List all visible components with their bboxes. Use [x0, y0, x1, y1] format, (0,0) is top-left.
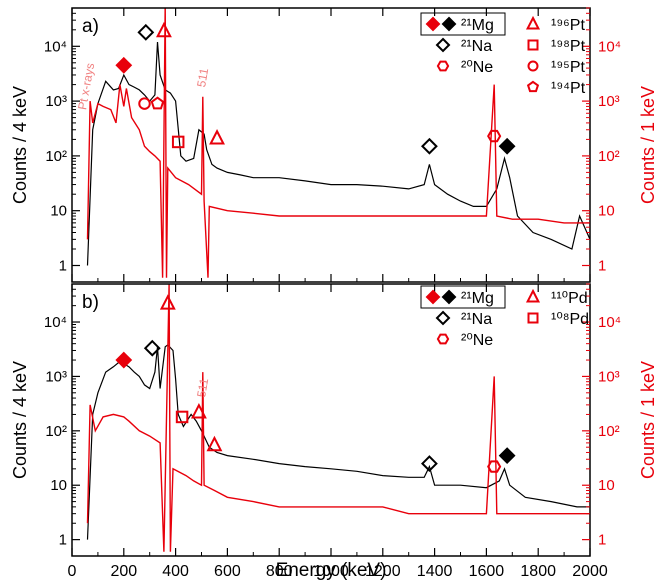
- legend-triangle-icon: [525, 288, 541, 303]
- x-tick-label: 1600: [469, 563, 505, 580]
- y-tick-label-right: 10³: [598, 368, 620, 385]
- legend-hexagon-icon: [436, 333, 450, 345]
- y-axis-label-right: Counts / 1 keV: [638, 86, 658, 204]
- series-line-red: [86, 284, 590, 552]
- plot-frame: [71, 283, 591, 557]
- triangle-marker: [159, 294, 176, 310]
- circle-marker: [138, 97, 151, 110]
- legend-label: ¹⁹⁶Pt: [551, 17, 585, 34]
- panel-b: [71, 283, 591, 557]
- y-tick-label-right: 1: [598, 258, 606, 275]
- triangle-marker: [156, 21, 172, 38]
- legend-label: ¹⁰⁸Pd: [551, 311, 589, 328]
- legend-label: ¹⁹⁸Pt: [551, 38, 586, 55]
- legend-hexagon-icon: [436, 60, 450, 72]
- legend-label: ¹⁹⁴Pt: [551, 80, 586, 97]
- y-tick-label-left: 10: [50, 477, 67, 494]
- y-tick-label-left: 10³: [45, 368, 67, 385]
- legend-pentagon-icon: [526, 80, 540, 93]
- y-tick-label-right: 10³: [598, 93, 620, 110]
- diamond-marker: [498, 447, 516, 465]
- y-tick-label-right: 10⁴: [598, 38, 621, 55]
- legend-label: ²⁰Ne: [461, 332, 493, 349]
- y-tick-label-left: 10⁴: [44, 314, 67, 331]
- y-tick-label-left: 10²: [45, 148, 67, 165]
- x-tick-label: 600: [214, 563, 241, 580]
- y-tick-label-right: 10²: [598, 423, 620, 440]
- x-tick-label: 1000: [313, 563, 349, 580]
- y-tick-label-left: 10: [50, 203, 67, 220]
- panel-label: b): [82, 292, 99, 313]
- legend-triangle-icon: [525, 15, 541, 30]
- legend-box: [420, 12, 506, 36]
- y-tick-label-left: 10³: [45, 93, 67, 110]
- x-tick-label: 0: [68, 563, 77, 580]
- x-tick-label: 1200: [365, 563, 401, 580]
- legend-diamond-red-icon: [425, 16, 441, 32]
- legend-label: ²¹Mg: [461, 17, 494, 34]
- x-tick-label: 400: [162, 563, 189, 580]
- legend-square-icon: [527, 39, 539, 51]
- hexagon-marker: [487, 129, 502, 143]
- y-tick-label-left: 1: [59, 532, 67, 549]
- annotation-label: 511: [194, 67, 211, 89]
- square-marker: [175, 410, 189, 424]
- y-tick-label-right: 1: [598, 532, 606, 549]
- diamond-marker: [498, 137, 516, 155]
- x-tick-label: 800: [266, 563, 293, 580]
- y-tick-label-left: 10⁴: [44, 38, 67, 55]
- hexagon-marker: [487, 460, 502, 473]
- diamond-marker: [421, 455, 438, 472]
- y-tick-label-right: 10⁴: [598, 314, 621, 331]
- legend-circle-icon: [527, 60, 539, 72]
- series-line-black: [86, 41, 590, 266]
- legend-label: ²¹Na: [461, 311, 492, 328]
- legend-square-icon: [527, 312, 539, 324]
- legend-diamond-icon: [435, 37, 451, 53]
- triangle-marker: [209, 129, 225, 145]
- legend-box: [420, 285, 506, 309]
- legend-diamond-black-icon: [441, 16, 457, 32]
- diamond-marker: [421, 137, 438, 155]
- y-tick-label-right: 10: [598, 203, 615, 220]
- x-tick-label: 2000: [572, 563, 608, 580]
- series-line-black: [86, 344, 590, 540]
- y-tick-label-right: 10: [598, 477, 615, 494]
- y-axis-label-left: Counts / 4 keV: [10, 361, 30, 479]
- x-axis-label: Energy (keV): [276, 560, 387, 580]
- panel-a: [71, 7, 591, 283]
- diamond-marker: [137, 23, 155, 41]
- x-tick-label: 200: [110, 563, 137, 580]
- x-tick-label: 1400: [417, 563, 453, 580]
- y-axis-label-left: Counts / 4 keV: [10, 86, 30, 204]
- legend-label: ²¹Na: [461, 38, 492, 55]
- y-tick-label-left: 1: [59, 258, 67, 275]
- legend-label: ²¹Mg: [461, 290, 494, 307]
- diamond-marker: [115, 56, 133, 74]
- panel-label: a): [82, 16, 99, 37]
- legend-label: ¹¹⁰Pd: [551, 290, 588, 307]
- triangle-marker: [190, 403, 207, 419]
- y-tick-label-left: 10²: [45, 423, 67, 440]
- legend-diamond-black-icon: [441, 289, 457, 305]
- annotation-label: Pt x-rays: [75, 62, 97, 111]
- legend-diamond-red-icon: [425, 289, 441, 305]
- square-marker: [171, 135, 185, 149]
- series-line-red: [86, 8, 590, 278]
- triangle-marker: [206, 435, 223, 452]
- legend-label: ¹⁹⁵Pt: [551, 59, 585, 76]
- diamond-marker: [143, 339, 161, 357]
- y-tick-label-right: 10²: [598, 148, 620, 165]
- y-axis-label-right: Counts / 1 keV: [638, 361, 658, 479]
- x-tick-label: 1800: [520, 563, 556, 580]
- legend-label: ²⁰Ne: [461, 59, 493, 76]
- annotation-label: 511: [194, 377, 211, 399]
- legend-diamond-icon: [435, 310, 451, 326]
- diamond-marker: [115, 351, 133, 369]
- pentagon-marker: [150, 96, 165, 110]
